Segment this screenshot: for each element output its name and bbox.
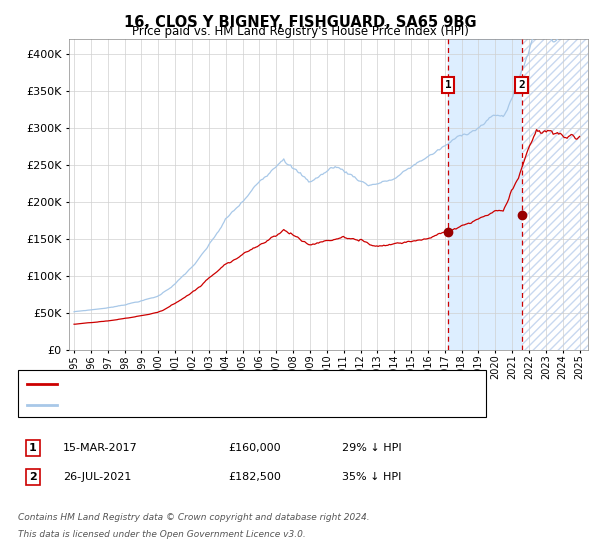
Text: HPI: Average price, detached house, Pembrokeshire: HPI: Average price, detached house, Pemb… [61,400,331,410]
Text: 2: 2 [29,472,37,482]
Text: This data is licensed under the Open Government Licence v3.0.: This data is licensed under the Open Gov… [18,530,306,539]
Text: 2: 2 [518,80,525,90]
Text: 1: 1 [29,443,37,453]
Text: Contains HM Land Registry data © Crown copyright and database right 2024.: Contains HM Land Registry data © Crown c… [18,513,370,522]
Text: 15-MAR-2017: 15-MAR-2017 [63,443,138,453]
Bar [448,39,521,350]
Text: 35% ↓ HPI: 35% ↓ HPI [342,472,401,482]
Text: Price paid vs. HM Land Registry's House Price Index (HPI): Price paid vs. HM Land Registry's House … [131,25,469,38]
Text: 1: 1 [445,80,452,90]
Bar [521,39,588,350]
Text: £182,500: £182,500 [228,472,281,482]
Text: 16, CLOS Y BIGNEY, FISHGUARD, SA65 9BG (detached house): 16, CLOS Y BIGNEY, FISHGUARD, SA65 9BG (… [61,379,382,389]
Text: £160,000: £160,000 [228,443,281,453]
Text: 26-JUL-2021: 26-JUL-2021 [63,472,131,482]
Text: 16, CLOS Y BIGNEY, FISHGUARD, SA65 9BG: 16, CLOS Y BIGNEY, FISHGUARD, SA65 9BG [124,15,476,30]
Text: 29% ↓ HPI: 29% ↓ HPI [342,443,401,453]
